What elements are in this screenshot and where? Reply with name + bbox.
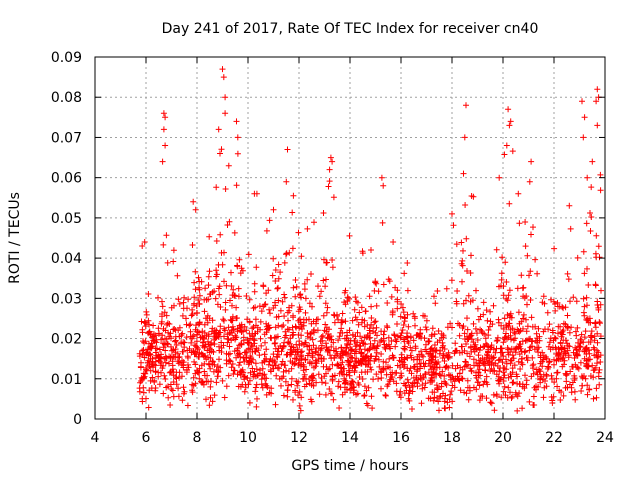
- x-tick-label: 12: [290, 430, 308, 446]
- x-tick-labels: 4 6 8 10 12 14 16 18 20 22 24: [91, 430, 614, 446]
- axis-ticks: [94, 56, 606, 420]
- x-tick-label: 22: [545, 430, 563, 446]
- x-tick-label: 16: [392, 430, 410, 446]
- y-tick-label: 0.09: [51, 50, 82, 66]
- y-tick-label: 0.04: [51, 251, 82, 267]
- y-tick-label: 0.05: [51, 211, 82, 227]
- x-tick-label: 18: [443, 430, 461, 446]
- x-tick-label: 20: [494, 430, 512, 446]
- x-axis-label: GPS time / hours: [291, 458, 408, 474]
- y-tick-label: 0: [73, 412, 82, 428]
- x-tick-label: 4: [91, 430, 100, 446]
- y-tick-label: 0.06: [51, 171, 82, 187]
- x-tick-label: 24: [596, 430, 614, 446]
- x-tick-label: 8: [193, 430, 202, 446]
- x-tick-label: 14: [341, 430, 359, 446]
- y-tick-label: 0.02: [51, 332, 82, 348]
- y-axis-label: ROTI / TECUs: [7, 192, 23, 284]
- grid-layer: [95, 57, 605, 419]
- x-tick-label: 6: [142, 430, 151, 446]
- y-tick-label: 0.07: [51, 130, 82, 146]
- y-tick-label: 0.03: [51, 291, 82, 307]
- y-tick-labels: 0 0.01 0.02 0.03 0.04 0.05 0.06 0.07 0.08 0.09: [51, 50, 82, 428]
- chart-title: Day 241 of 2017, Rate Of TEC Index for r…: [162, 21, 539, 37]
- data-points: [136, 66, 604, 414]
- y-tick-label: 0.08: [51, 90, 82, 106]
- y-tick-label: 0.01: [51, 372, 82, 388]
- x-tick-label: 10: [239, 430, 257, 446]
- roti-scatter-markers: [136, 66, 604, 414]
